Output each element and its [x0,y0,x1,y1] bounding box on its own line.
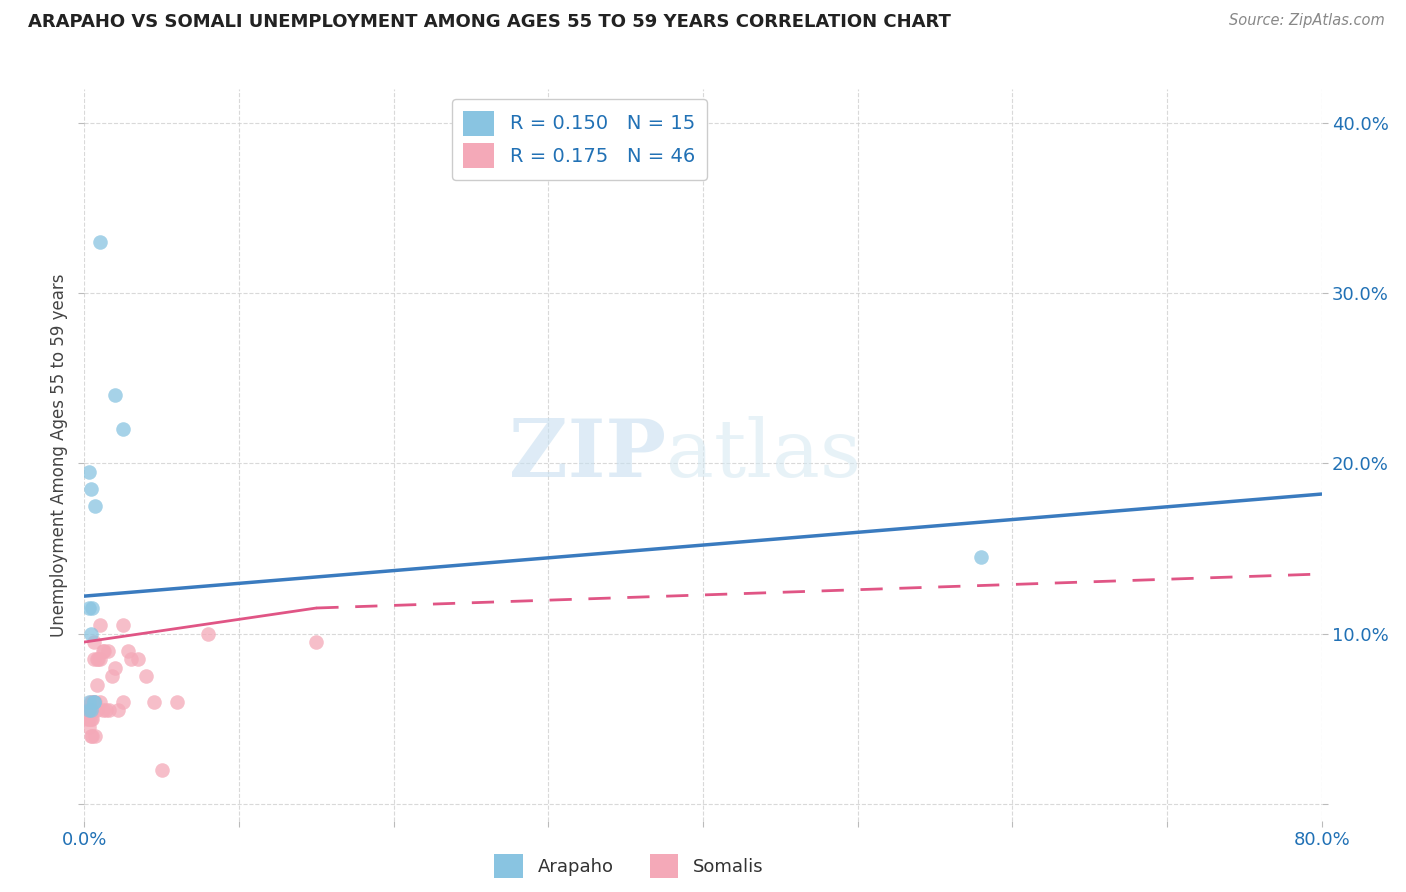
Point [79,703,101,717]
Text: atlas: atlas [666,416,860,494]
Legend: Arapaho, Somalis: Arapaho, Somalis [486,847,770,885]
Point [84,499,107,513]
Y-axis label: Unemployment Among Ages 55 to 59 years: Unemployment Among Ages 55 to 59 years [49,273,67,637]
Point [86,652,108,666]
Point [79,482,101,496]
Point [77,601,100,615]
Point [79,626,101,640]
Point [150,763,173,777]
Point [77,703,100,717]
Point [82,729,104,743]
Point [104,660,127,674]
Point [112,618,135,632]
Point [83,695,105,709]
Point [166,695,188,709]
Point [82,601,104,615]
Point [77,695,100,709]
Point [91,703,114,717]
Point [135,669,157,683]
Point [83,652,105,666]
Point [83,635,105,649]
Point [83,695,105,709]
Point [89,618,111,632]
Point [117,643,139,657]
Point [76,712,98,726]
Point [77,703,100,717]
Text: ZIP: ZIP [509,416,666,494]
Point [79,712,101,726]
Point [101,669,124,683]
Point [87,652,110,666]
Point [79,729,101,743]
Point [89,652,111,666]
Point [77,712,100,726]
Point [197,626,219,640]
Point [89,235,111,250]
Point [84,695,107,709]
Text: ARAPAHO VS SOMALI UNEMPLOYMENT AMONG AGES 55 TO 59 YEARS CORRELATION CHART: ARAPAHO VS SOMALI UNEMPLOYMENT AMONG AGE… [28,13,950,31]
Point [98,703,121,717]
Text: Source: ZipAtlas.com: Source: ZipAtlas.com [1229,13,1385,29]
Point [970,549,993,564]
Point [84,729,107,743]
Point [104,388,127,402]
Point [107,703,129,717]
Point [82,703,104,717]
Point [143,695,166,709]
Point [91,643,114,657]
Point [79,695,101,709]
Point [120,652,142,666]
Point [128,652,150,666]
Point [86,677,108,691]
Point [89,695,111,709]
Point [305,635,328,649]
Point [77,720,100,734]
Point [112,422,135,436]
Point [93,643,115,657]
Point [83,695,105,709]
Point [76,703,98,717]
Point [77,465,100,479]
Point [94,703,117,717]
Point [82,712,104,726]
Point [97,643,120,657]
Point [82,695,104,709]
Point [86,703,108,717]
Point [79,703,101,717]
Point [75,703,97,717]
Point [112,695,135,709]
